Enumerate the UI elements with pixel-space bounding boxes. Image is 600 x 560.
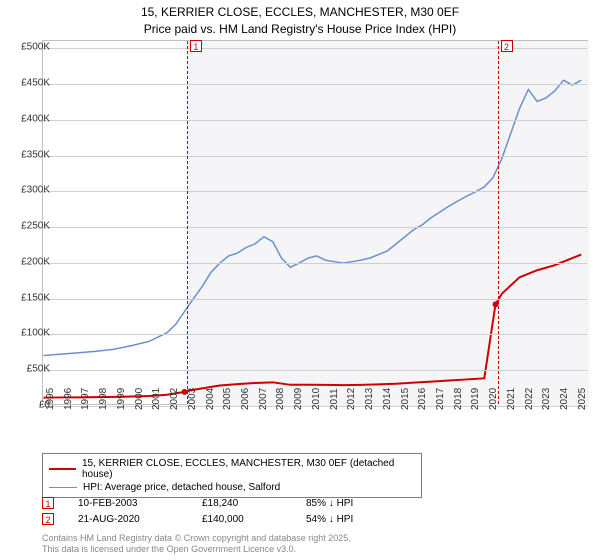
- x-axis-label: 2007: [258, 388, 269, 410]
- x-axis-label: 2020: [488, 388, 499, 410]
- x-axis-label: 1997: [80, 388, 91, 410]
- x-axis-label: 1995: [45, 388, 56, 410]
- x-axis-label: 2025: [577, 388, 588, 410]
- y-axis-label: £300K: [21, 185, 50, 196]
- transaction-pct: 85% ↓ HPI: [306, 498, 353, 509]
- legend-item: HPI: Average price, detached house, Salf…: [49, 481, 415, 494]
- x-axis-label: 1999: [116, 388, 127, 410]
- y-axis-label: £450K: [21, 77, 50, 88]
- title-line-1: 15, KERRIER CLOSE, ECCLES, MANCHESTER, M…: [0, 4, 600, 21]
- x-axis-label: 2019: [470, 388, 481, 410]
- legend-swatch: [49, 468, 76, 470]
- transaction-marker: 1: [42, 497, 54, 509]
- legend-label: 15, KERRIER CLOSE, ECCLES, MANCHESTER, M…: [82, 458, 415, 480]
- y-axis-label: £250K: [21, 221, 50, 232]
- transaction-marker: 2: [42, 513, 54, 525]
- title-line-2: Price paid vs. HM Land Registry's House …: [0, 21, 600, 38]
- attribution-text: Contains HM Land Registry data © Crown c…: [42, 533, 351, 556]
- legend-box: 15, KERRIER CLOSE, ECCLES, MANCHESTER, M…: [42, 453, 422, 498]
- y-axis-label: £50K: [27, 364, 50, 375]
- attribution-line-1: Contains HM Land Registry data © Crown c…: [42, 533, 351, 545]
- legend-item: 15, KERRIER CLOSE, ECCLES, MANCHESTER, M…: [49, 457, 415, 481]
- marker-label: 2: [501, 40, 513, 52]
- x-axis-label: 2018: [453, 388, 464, 410]
- x-axis-label: 2021: [506, 388, 517, 410]
- transactions-table: 1 10-FEB-2003 £18,240 85% ↓ HPI 2 21-AUG-2020…: [42, 495, 353, 527]
- x-axis-label: 2004: [205, 388, 216, 410]
- x-axis-label: 2009: [293, 388, 304, 410]
- y-axis-label: £500K: [21, 42, 50, 53]
- marker-label: 1: [190, 40, 202, 52]
- x-axis-label: 2002: [169, 388, 180, 410]
- x-axis-label: 2015: [400, 388, 411, 410]
- y-axis-label: £400K: [21, 113, 50, 124]
- chart-plot-area: 12: [42, 40, 588, 405]
- x-axis-label: 1996: [63, 388, 74, 410]
- x-axis-label: 2010: [311, 388, 322, 410]
- transaction-pct: 54% ↓ HPI: [306, 514, 353, 525]
- x-axis-label: 2016: [417, 388, 428, 410]
- series-line: [43, 80, 581, 355]
- x-axis-label: 2011: [329, 388, 340, 410]
- series-line: [43, 255, 581, 398]
- x-axis-label: 2013: [364, 388, 375, 410]
- transaction-row: 2 21-AUG-2020 £140,000 54% ↓ HPI: [42, 511, 353, 527]
- y-axis-label: £100K: [21, 328, 50, 339]
- x-axis-label: 2024: [559, 388, 570, 410]
- marker-line: [498, 41, 499, 404]
- x-axis-label: 2014: [382, 388, 393, 410]
- transaction-date: 21-AUG-2020: [78, 514, 178, 525]
- legend-label: HPI: Average price, detached house, Salf…: [83, 482, 280, 493]
- x-axis-label: 2008: [275, 388, 286, 410]
- x-axis-label: 2005: [222, 388, 233, 410]
- chart-title: 15, KERRIER CLOSE, ECCLES, MANCHESTER, M…: [0, 0, 600, 38]
- legend-swatch: [49, 487, 77, 488]
- transaction-price: £18,240: [202, 498, 282, 509]
- x-axis-label: 2023: [541, 388, 552, 410]
- x-axis-label: 2003: [187, 388, 198, 410]
- x-axis-label: 2006: [240, 388, 251, 410]
- x-axis-label: 2001: [151, 388, 162, 410]
- y-axis-label: £200K: [21, 256, 50, 267]
- x-axis-label: 1998: [98, 388, 109, 410]
- y-axis-label: £150K: [21, 292, 50, 303]
- marker-line: [187, 41, 188, 404]
- x-axis-label: 2000: [134, 388, 145, 410]
- transaction-row: 1 10-FEB-2003 £18,240 85% ↓ HPI: [42, 495, 353, 511]
- x-axis-label: 2017: [435, 388, 446, 410]
- transaction-date: 10-FEB-2003: [78, 498, 178, 509]
- x-axis-label: 2022: [524, 388, 535, 410]
- transaction-price: £140,000: [202, 514, 282, 525]
- attribution-line-2: This data is licensed under the Open Gov…: [42, 544, 351, 556]
- y-axis-label: £350K: [21, 149, 50, 160]
- chart-svg: [43, 41, 587, 404]
- x-axis-label: 2012: [346, 388, 357, 410]
